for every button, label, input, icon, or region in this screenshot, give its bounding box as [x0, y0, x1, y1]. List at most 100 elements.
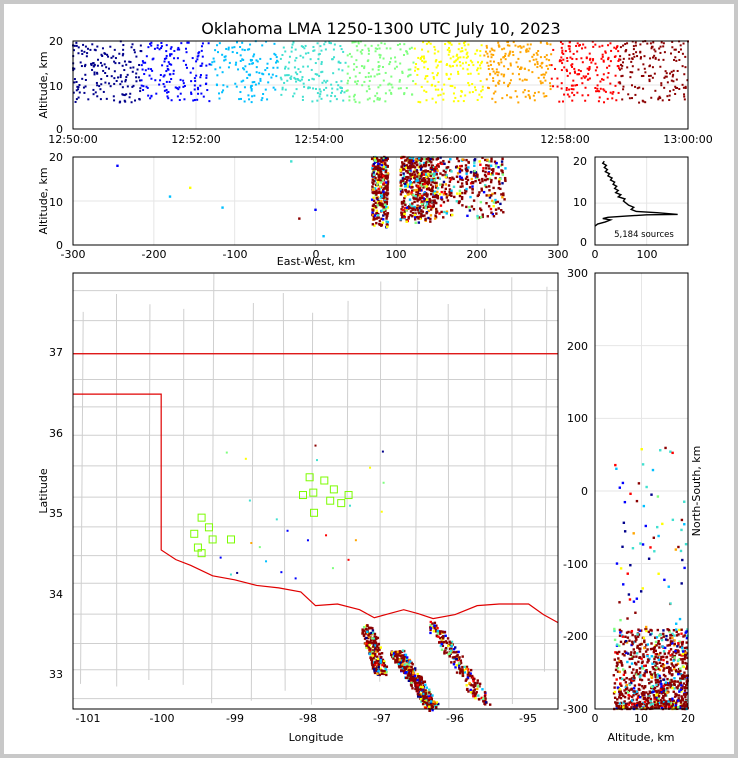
lightning-source: [488, 167, 491, 170]
lightning-source: [655, 696, 658, 700]
lightning-source: [632, 702, 636, 706]
lightning-source: [410, 183, 413, 186]
lightning-source: [428, 697, 431, 700]
lightning-source: [73, 67, 76, 70]
lightning-source: [621, 652, 625, 656]
lightning-source: [124, 80, 127, 83]
lightning-source: [495, 172, 498, 175]
lightning-source: [364, 76, 367, 79]
lightning-source: [650, 632, 653, 635]
lightning-source: [496, 200, 500, 204]
lightning-source: [370, 631, 373, 635]
lightning-source: [462, 56, 465, 59]
lightning-source: [675, 651, 678, 655]
lightning-source: [507, 54, 510, 57]
lightning-source: [422, 692, 425, 696]
lightning-source: [91, 68, 94, 71]
lightning-source: [426, 703, 429, 706]
lightning-source: [376, 201, 380, 204]
lightning-source: [485, 201, 488, 205]
lightning-source: [129, 60, 132, 63]
lightning-source: [409, 679, 413, 682]
lightning-source: [463, 42, 466, 45]
lightning-source: [145, 85, 148, 88]
lightning-source: [682, 677, 685, 680]
lightning-source: [610, 49, 613, 52]
lightning-source: [362, 629, 366, 632]
lightning-source: [417, 68, 420, 71]
lightning-source: [430, 189, 434, 193]
lightning-source: [673, 680, 676, 683]
lightning-source: [93, 48, 96, 51]
lightning-source: [568, 45, 571, 48]
lightning-source: [378, 97, 381, 100]
lightning-source: [189, 71, 192, 74]
lightning-source: [489, 73, 492, 76]
lightning-source: [373, 635, 376, 638]
lightning-source: [385, 191, 388, 195]
lightning-source: [316, 42, 319, 45]
lightning-source: [651, 705, 654, 708]
lightning-source: [378, 47, 381, 50]
lightning-source: [686, 652, 689, 655]
lightning-source: [480, 696, 484, 700]
lightning-source: [438, 60, 441, 63]
lightning-source: [275, 75, 278, 78]
lightning-source: [477, 698, 481, 701]
lightning-source: [425, 696, 428, 699]
lightning-source: [516, 65, 519, 68]
lightning-source: [656, 676, 659, 679]
lightning-source: [385, 159, 388, 162]
lightning-source: [371, 181, 374, 184]
lightning-source: [163, 74, 166, 77]
lightning-source: [658, 674, 661, 678]
lightning-source: [647, 630, 651, 634]
lightning-source: [314, 62, 317, 65]
lightning-source: [463, 671, 467, 674]
lightning-source: [681, 699, 684, 702]
lightning-source: [277, 60, 280, 63]
lightning-source: [380, 656, 383, 659]
lightning-source: [136, 68, 139, 71]
lightning-source: [401, 654, 405, 657]
lightning-source: [467, 671, 471, 674]
lightning-source: [621, 64, 624, 67]
lightning-source: [316, 459, 319, 462]
lightning-source: [252, 55, 255, 58]
lightning-source: [339, 45, 342, 48]
figure-canvas: Oklahoma LMA 1250-1300 UTC July 10, 2023…: [4, 4, 734, 754]
lightning-source: [403, 185, 407, 188]
lightning-source: [545, 54, 548, 57]
lightning-source: [378, 179, 381, 182]
lightning-source: [417, 210, 420, 214]
lightning-source: [84, 73, 87, 76]
lightning-source: [642, 504, 646, 508]
lightning-source: [409, 156, 412, 160]
lightning-source: [685, 674, 688, 677]
lightning-source: [377, 68, 380, 71]
lightning-source: [374, 201, 377, 205]
lightning-source: [669, 90, 672, 93]
lightning-source: [419, 687, 423, 691]
lightning-source: [676, 662, 680, 665]
lightning-source: [361, 84, 364, 87]
lightning-source: [623, 678, 626, 682]
lightning-source: [400, 211, 403, 214]
lightning-source: [652, 667, 655, 671]
lightning-source: [361, 628, 364, 631]
lightning-source: [399, 169, 402, 172]
lightning-source: [677, 642, 680, 645]
lightning-source: [271, 73, 274, 76]
lightning-source: [656, 656, 660, 659]
lightning-source: [401, 205, 404, 208]
lightning-source: [431, 178, 434, 182]
lightning-source: [651, 45, 654, 48]
lightning-source: [168, 195, 172, 198]
lightning-source: [378, 219, 382, 223]
lightning-source: [401, 657, 404, 660]
lightning-source: [492, 70, 495, 73]
lightning-source: [572, 79, 575, 82]
lightning-source: [476, 214, 479, 218]
lightning-source: [399, 62, 402, 65]
lightning-source: [391, 655, 395, 659]
